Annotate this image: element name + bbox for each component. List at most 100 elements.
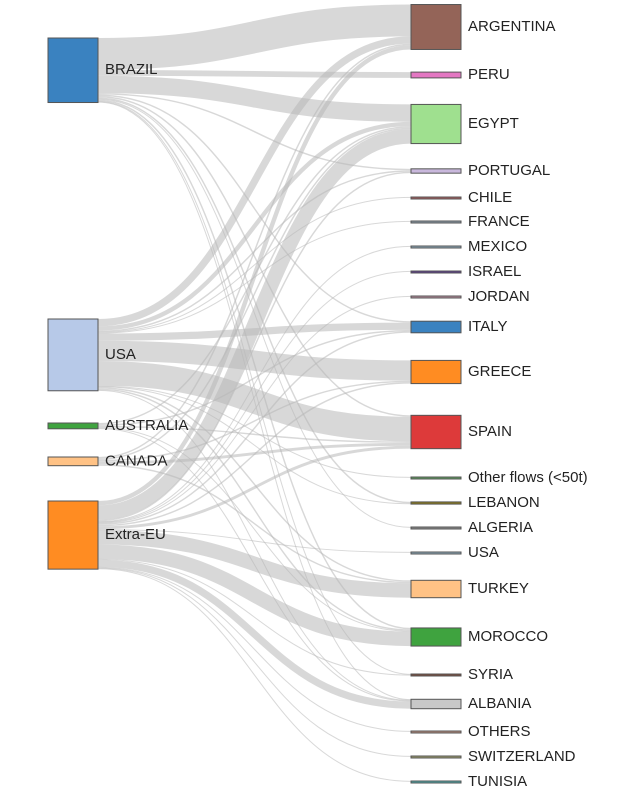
label-source-usa: USA [105, 346, 136, 363]
label-target-portugal: PORTUGAL [468, 162, 550, 179]
node-source-usa [47, 318, 99, 392]
link-extra-eu-extra-eu-to-jordan-jordan [97, 295, 412, 524]
link-usa-usa-src-to-morocco-morocco [97, 388, 412, 631]
link-australia-australia-to-spain-spain [97, 425, 412, 443]
link-canada-canada-to-turkey-turkey [97, 464, 412, 584]
link-extra-eu-extra-eu-to-egypt-egypt [97, 129, 412, 520]
node-target-italy [410, 320, 462, 334]
link-extra-eu-extra-eu-to-usa-usa-tgt [97, 529, 412, 553]
link-extra-eu-extra-eu-to-tunisia-tunisia [97, 568, 412, 782]
link-extra-eu-extra-eu-to-greece-greece [97, 382, 412, 527]
link-australia-australia-to-italy-italy [97, 329, 412, 426]
link-extra-eu-extra-eu-to-morocco-morocco [97, 544, 412, 647]
link-extra-eu-extra-eu-to-portugal-portugal [97, 171, 412, 522]
node-target-morocco [410, 627, 462, 647]
label-target-israel: ISRAEL [468, 263, 521, 280]
sankey-links [97, 4, 412, 782]
label-target-algeria: ALGERIA [468, 519, 533, 536]
node-target-greece [410, 359, 462, 385]
node-target-chile [410, 196, 462, 200]
node-target-others [410, 730, 462, 734]
node-target-syria [410, 673, 462, 677]
link-canada-canada-to-argentina-argentina [97, 43, 412, 459]
label-source-extra-eu: Extra-EU [105, 526, 166, 543]
label-target-albania: ALBANIA [468, 695, 531, 712]
link-extra-eu-extra-eu-to-albania-albania [97, 559, 412, 709]
link-extra-eu-extra-eu-to-others-others [97, 566, 412, 732]
label-target-tunisia: TUNISIA [468, 773, 527, 790]
label-target-turkey: TURKEY [468, 580, 529, 597]
label-target-peru: PERU [468, 66, 510, 83]
link-canada-canada-to-greece-greece [97, 380, 412, 462]
label-target-others: OTHERS [468, 723, 531, 740]
label-target-spain: SPAIN [468, 423, 512, 440]
link-usa-usa-src-to-other-flows-50t-other-flows [97, 385, 412, 478]
node-target-switzerland [410, 755, 462, 759]
label-target-jordan: JORDAN [468, 288, 530, 305]
link-extra-eu-extra-eu-to-switzerland-switzerland [97, 567, 412, 757]
node-target-egypt [410, 103, 462, 145]
label-target-italy: ITALY [468, 318, 507, 335]
node-target-israel [410, 270, 462, 274]
link-extra-eu-extra-eu-to-mexico-mexico [97, 245, 412, 523]
label-target-other-flows-50t: Other flows (<50t) [468, 469, 588, 486]
label-target-usa: USA [468, 544, 499, 561]
node-source-australia [47, 422, 99, 430]
link-usa-usa-src-to-turkey-turkey [97, 387, 412, 582]
link-extra-eu-extra-eu-to-syria-syria [97, 558, 412, 676]
node-target-turkey [410, 579, 462, 599]
sankey-labels: BRAZIL USA AUSTRALIA CANADA Extra-EU ARGENTIN… [105, 18, 588, 790]
link-usa-usa-src-to-argentina-argentina [97, 36, 412, 327]
link-brazil-brazil-to-argentina-argentina [97, 4, 412, 70]
link-extra-eu-extra-eu-to-spain-spain [97, 445, 412, 530]
node-target-spain [410, 414, 462, 450]
node-target-tunisia [410, 780, 462, 784]
link-brazil-brazil-to-peru-peru [97, 69, 412, 78]
node-source-brazil [47, 37, 99, 104]
link-extra-eu-extra-eu-to-turkey-turkey [97, 530, 412, 598]
node-target-jordan [410, 295, 462, 299]
link-brazil-brazil-to-lebanon-lebanon [97, 97, 412, 504]
link-brazil-brazil-to-portugal-portugal [97, 93, 412, 171]
label-target-syria: SYRIA [468, 666, 513, 683]
link-brazil-brazil-to-egypt-egypt [97, 75, 412, 122]
node-target-albania [410, 698, 462, 710]
link-australia-australia-to-morocco-morocco [97, 427, 412, 632]
node-target-portugal [410, 168, 462, 174]
node-target-mexico [410, 245, 462, 249]
label-target-france: FRANCE [468, 213, 530, 230]
label-source-australia: AUSTRALIA [105, 417, 188, 434]
label-target-morocco: MOROCCO [468, 628, 548, 645]
node-target-algeria [410, 526, 462, 530]
label-target-lebanon: LEBANON [468, 494, 540, 511]
sankey-nodes [47, 4, 462, 784]
label-target-switzerland: SWITZERLAND [468, 748, 576, 765]
label-target-argentina: ARGENTINA [468, 18, 556, 35]
node-target-usa [410, 551, 462, 555]
label-target-egypt: EGYPT [468, 115, 519, 132]
link-usa-usa-src-to-lebanon-lebanon [97, 386, 412, 505]
node-target-other-flows-50t [410, 476, 462, 480]
link-usa-usa-src-to-greece-greece [97, 340, 412, 381]
link-extra-eu-extra-eu-to-argentina-argentina [97, 45, 412, 506]
label-source-canada: CANADA [105, 452, 168, 469]
label-target-greece: GREECE [468, 363, 531, 380]
node-target-peru [410, 71, 462, 79]
node-target-lebanon [410, 501, 462, 505]
link-brazil-brazil-to-spain-spain [97, 96, 412, 417]
node-source-extra-eu [47, 500, 99, 570]
link-usa-usa-src-to-egypt-egypt [97, 121, 412, 331]
link-extra-eu-extra-eu-to-israel-israel [97, 270, 412, 523]
link-canada-canada-to-egypt-egypt [97, 127, 412, 460]
link-usa-usa-src-to-chile-chile [97, 196, 412, 333]
link-brazil-brazil-to-italy-italy [97, 94, 412, 323]
link-brazil-brazil-to-syria-syria [97, 100, 412, 675]
label-target-chile: CHILE [468, 189, 512, 206]
link-extra-eu-extra-eu-to-italy-italy [97, 331, 412, 525]
link-usa-usa-src-to-spain-spain [97, 361, 412, 442]
node-target-france [410, 220, 462, 224]
node-target-argentina [410, 4, 462, 50]
node-source-canada [47, 456, 99, 467]
label-source-brazil: BRAZIL [105, 61, 158, 78]
